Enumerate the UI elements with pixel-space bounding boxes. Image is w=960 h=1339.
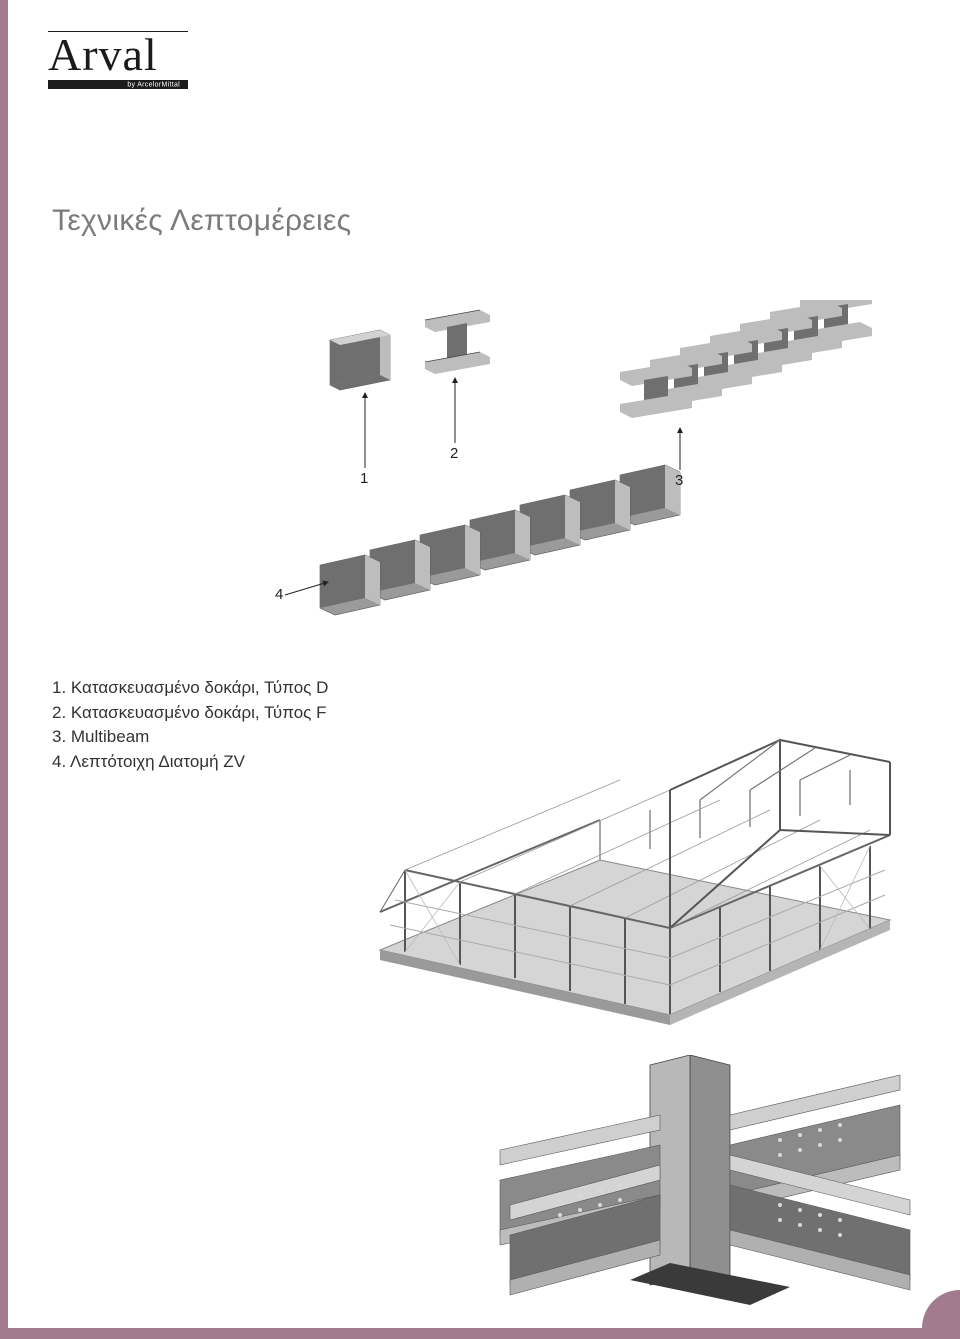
legend-list: 1. Κατασκευασμένο δοκάρι, Τύπος D 2. Κατ… [52, 676, 328, 775]
profiles-diagram: 1 2 3 4 [200, 300, 900, 630]
building-diagram [350, 720, 920, 1030]
joint-svg [490, 1055, 920, 1305]
bottom-accent-strip [0, 1328, 960, 1339]
left-accent-strip [0, 0, 8, 1339]
building-svg [350, 720, 920, 1030]
brand-byline: by ArcelorMittal [125, 81, 182, 88]
page: Arval by ArcelorMittal Τεχνικές Λεπτομέρ… [0, 0, 960, 1339]
logo-bar: by ArcelorMittal [48, 80, 188, 89]
callout-2: 2 [450, 445, 458, 462]
joint-diagram [490, 1055, 920, 1305]
callout-3: 3 [675, 472, 683, 489]
brand-name: Arval [48, 32, 188, 78]
brand-logo: Arval by ArcelorMittal [48, 28, 188, 89]
profiles-svg [200, 300, 900, 630]
callout-1: 1 [360, 470, 368, 487]
legend-item: 3. Multibeam [52, 725, 328, 750]
legend-item: 1. Κατασκευασμένο δοκάρι, Τύπος D [52, 676, 328, 701]
page-title: Τεχνικές Λεπτομέρειες [52, 204, 351, 238]
callout-4: 4 [275, 586, 283, 603]
legend-item: 2. Κατασκευασμένο δοκάρι, Τύπος F [52, 701, 328, 726]
legend-item: 4. Λεπτότοιχη Διατομή ZV [52, 750, 328, 775]
corner-quarter-circle [922, 1290, 960, 1328]
